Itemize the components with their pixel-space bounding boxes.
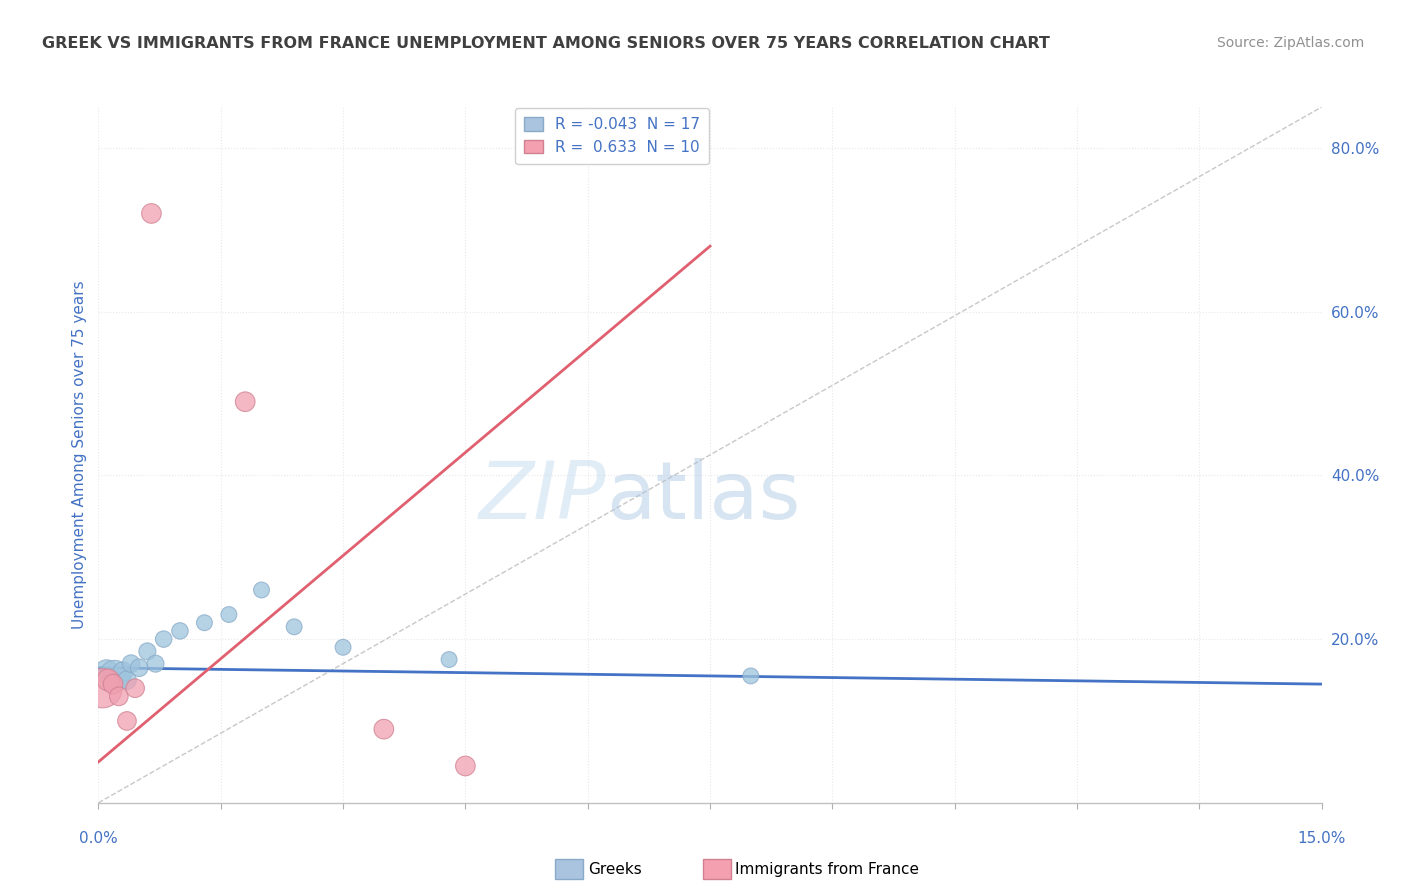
Point xyxy=(104,669,127,683)
Text: 15.0%: 15.0% xyxy=(1298,831,1346,847)
Legend: R = -0.043  N = 17, R =  0.633  N = 10: R = -0.043 N = 17, R = 0.633 N = 10 xyxy=(515,108,709,164)
Point xyxy=(218,607,240,622)
Point xyxy=(193,615,215,630)
Point xyxy=(141,206,163,220)
Point xyxy=(283,620,305,634)
Point xyxy=(120,657,142,671)
Y-axis label: Unemployment Among Seniors over 75 years: Unemployment Among Seniors over 75 years xyxy=(72,281,87,629)
Point xyxy=(124,681,146,696)
Point xyxy=(136,644,159,658)
Point xyxy=(740,669,762,683)
Text: Source: ZipAtlas.com: Source: ZipAtlas.com xyxy=(1216,36,1364,50)
Point xyxy=(128,661,150,675)
Text: GREEK VS IMMIGRANTS FROM FRANCE UNEMPLOYMENT AMONG SENIORS OVER 75 YEARS CORRELA: GREEK VS IMMIGRANTS FROM FRANCE UNEMPLOY… xyxy=(42,36,1050,51)
Point xyxy=(96,665,118,679)
Point xyxy=(145,657,167,671)
Point xyxy=(111,665,134,679)
Text: Greeks: Greeks xyxy=(588,863,641,877)
Point xyxy=(91,681,114,696)
Point xyxy=(373,722,395,736)
Point xyxy=(115,673,138,687)
Point xyxy=(332,640,354,655)
Point xyxy=(97,673,120,687)
Text: atlas: atlas xyxy=(606,458,800,536)
Point xyxy=(101,677,124,691)
Text: 0.0%: 0.0% xyxy=(79,831,118,847)
Point xyxy=(115,714,138,728)
Text: Immigrants from France: Immigrants from France xyxy=(735,863,920,877)
Point xyxy=(454,759,477,773)
Point xyxy=(233,394,256,409)
Point xyxy=(152,632,174,646)
Text: ZIP: ZIP xyxy=(478,458,606,536)
Point xyxy=(250,582,273,597)
Point xyxy=(108,690,131,704)
Point xyxy=(169,624,191,638)
Point xyxy=(437,652,460,666)
